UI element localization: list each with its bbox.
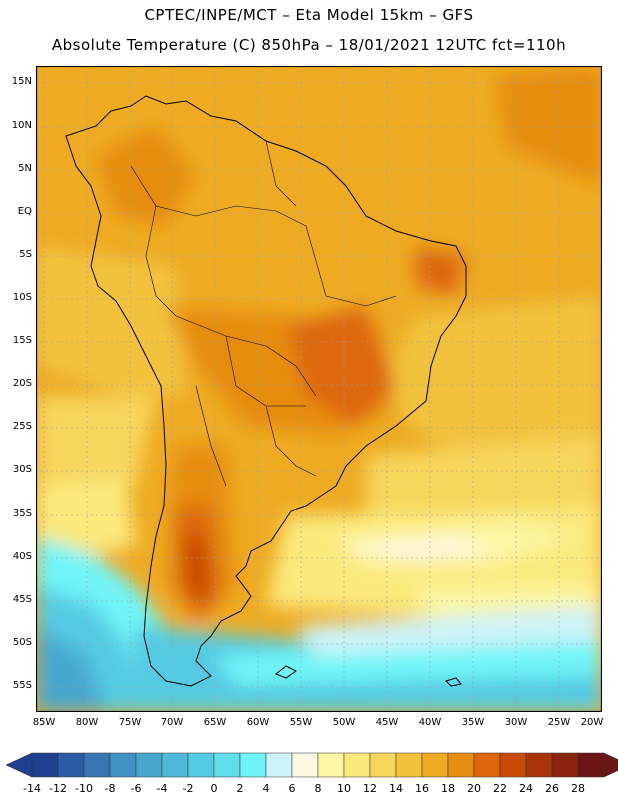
colorbar-label: 14 — [389, 782, 403, 795]
colorbar-label: -2 — [182, 782, 194, 795]
lat-label: 5N — [18, 163, 32, 174]
colorbar-swatch — [239, 752, 267, 778]
colorbar-label: 12 — [363, 782, 377, 795]
colorbar-swatch — [525, 752, 553, 778]
lon-label: 45W — [375, 717, 399, 728]
colorbar-swatch — [213, 752, 241, 778]
map-title: CPTEC/INPE/MCT – Eta Model 15km – GFS — [144, 6, 474, 24]
colorbar-swatch — [421, 752, 449, 778]
country-borders — [130, 140, 397, 487]
colorbar-label: -8 — [104, 782, 116, 795]
lat-label: 55S — [12, 680, 32, 691]
colorbar-swatch — [551, 752, 579, 778]
lat-label: 10N — [11, 120, 32, 131]
colorbar-label: 10 — [337, 782, 351, 795]
lon-label: 25W — [547, 717, 571, 728]
colorbar-label: 26 — [545, 782, 559, 795]
colorbar-swatch — [161, 752, 189, 778]
lat-label: EQ — [17, 206, 32, 217]
colorbar-swatch — [83, 752, 111, 778]
temperature-map — [36, 66, 602, 712]
colorbar-swatch — [31, 752, 59, 778]
lon-label: 80W — [75, 717, 99, 728]
colorbar-label: 18 — [441, 782, 455, 795]
lat-lon-grid — [36, 66, 602, 712]
colorbar-label: 28 — [571, 782, 585, 795]
colorbar-label: 6 — [288, 782, 296, 795]
colorbar-label: -10 — [75, 782, 93, 795]
colorbar-swatch — [135, 752, 163, 778]
colorbar-swatch — [57, 752, 85, 778]
colorbar-label: 4 — [262, 782, 270, 795]
colorbar-max-arrow — [603, 752, 618, 778]
lat-label: 10S — [12, 292, 32, 303]
lon-label: 70W — [160, 717, 184, 728]
colorbar-swatch — [343, 752, 371, 778]
lon-label: 65W — [203, 717, 227, 728]
lon-label: 30W — [504, 717, 528, 728]
colorbar-label: 8 — [314, 782, 322, 795]
colorbar-min-arrow — [6, 752, 33, 778]
colorbar-swatch — [577, 752, 605, 778]
colorbar-label: 16 — [415, 782, 429, 795]
lon-label: 55W — [289, 717, 313, 728]
lon-label: 85W — [32, 717, 56, 728]
lon-label: 50W — [332, 717, 356, 728]
colorbar-label: 20 — [467, 782, 481, 795]
lon-label: 40W — [418, 717, 442, 728]
lat-label: 30S — [12, 464, 32, 475]
temperature-shading — [36, 66, 602, 712]
colorbar-swatch — [447, 752, 475, 778]
colorbar-swatch — [499, 752, 527, 778]
lat-label: 40S — [12, 551, 32, 562]
colorbar-label: -4 — [156, 782, 168, 795]
colorbar-label: -12 — [49, 782, 67, 795]
colorbar-swatch — [369, 752, 397, 778]
lat-label: 5S — [19, 249, 32, 260]
colorbar-label: -6 — [130, 782, 142, 795]
lon-label: 20W — [580, 717, 604, 728]
colorbar-swatch — [109, 752, 137, 778]
coastlines — [65, 95, 467, 687]
colorbar-swatch — [395, 752, 423, 778]
colorbar-label: 22 — [493, 782, 507, 795]
map-subtitle: Absolute Temperature (C) 850hPa – 18/01/… — [51, 36, 567, 54]
colorbar-label: -14 — [23, 782, 41, 795]
color-scale-bar — [6, 752, 618, 778]
lat-label: 25S — [12, 421, 32, 432]
colorbar-label: 2 — [236, 782, 244, 795]
lon-label: 75W — [118, 717, 142, 728]
lat-label: 45S — [12, 594, 32, 605]
lat-label: 20S — [12, 378, 32, 389]
lon-label: 35W — [461, 717, 485, 728]
lat-label: 15N — [11, 76, 32, 87]
lon-label: 60W — [246, 717, 270, 728]
colorbar-swatch — [473, 752, 501, 778]
colorbar-swatch — [317, 752, 345, 778]
colorbar-label: 24 — [519, 782, 533, 795]
colorbar-swatch — [265, 752, 293, 778]
lat-label: 35S — [12, 508, 32, 519]
colorbar-label: 0 — [210, 782, 218, 795]
lat-label: 50S — [12, 637, 32, 648]
lat-label: 15S — [12, 335, 32, 346]
colorbar-swatch — [291, 752, 319, 778]
colorbar-swatch — [187, 752, 215, 778]
